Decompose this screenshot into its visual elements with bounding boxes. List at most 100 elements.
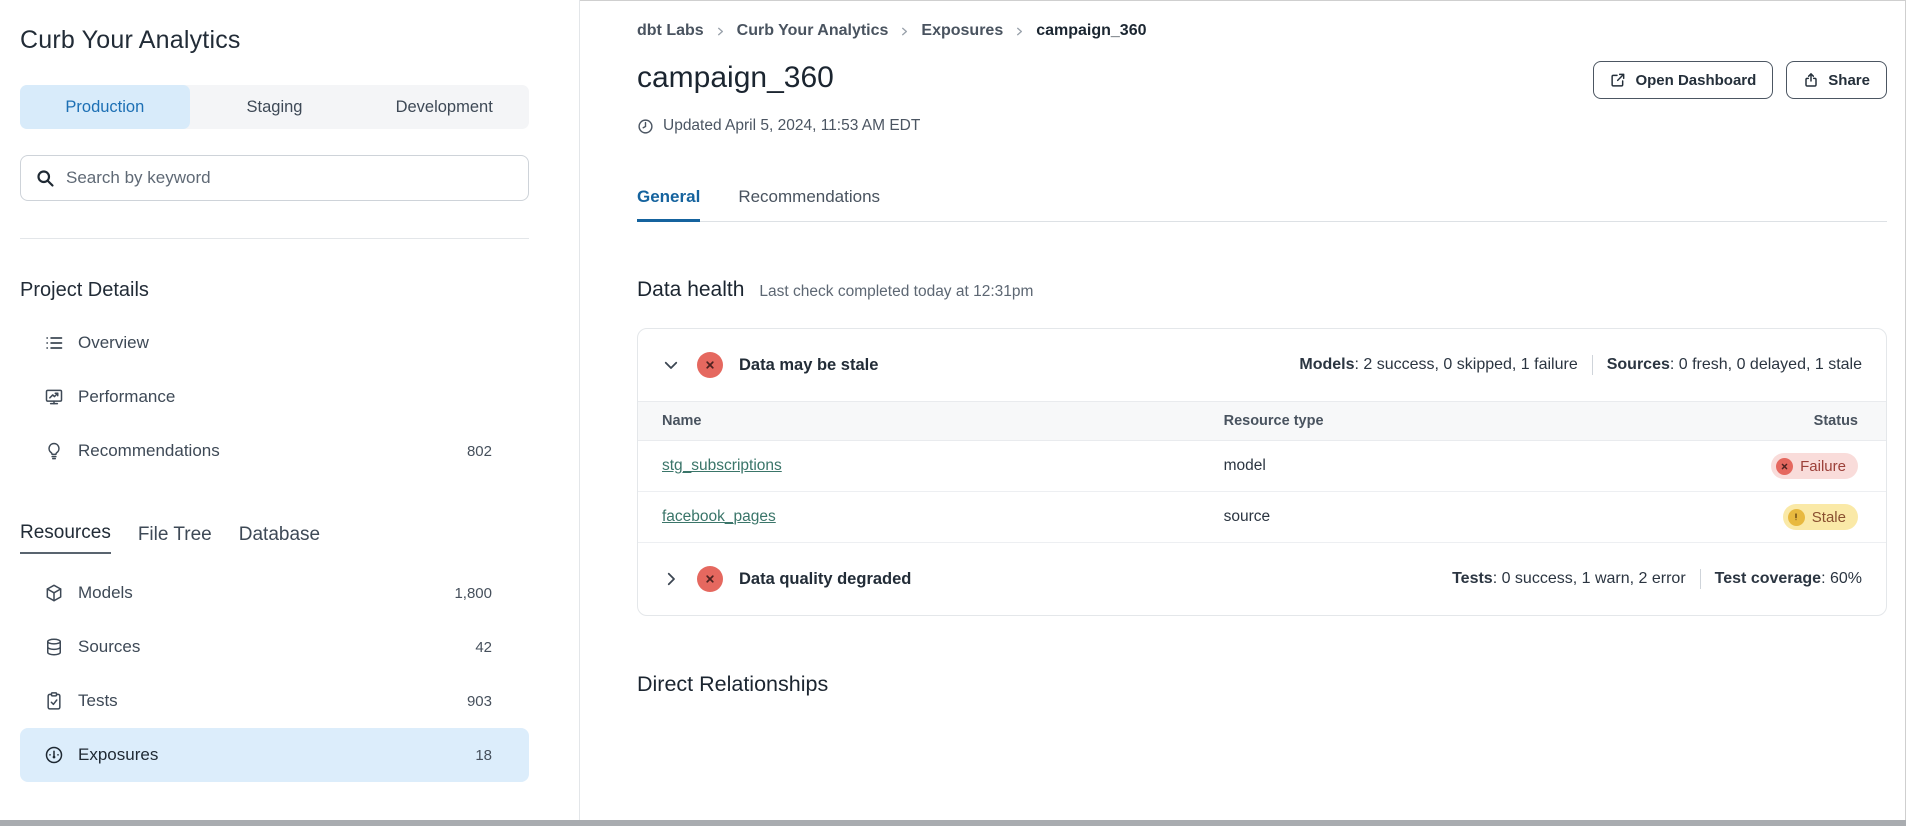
share-icon [1803,72,1819,88]
breadcrumb-exposures[interactable]: Exposures [921,22,1004,39]
sidebar-item-exposures[interactable]: Exposures 18 [20,728,529,782]
clipboard-check-icon [44,691,64,711]
updated-timestamp-row: Updated April 5, 2024, 11:53 AM EDT [637,117,1887,135]
open-dashboard-label: Open Dashboard [1635,71,1757,89]
page-header: campaign_360 Open Dashboard [637,61,1887,99]
tests-summary-label: Tests [1452,570,1493,587]
item-count-badge: 1,800 [454,584,492,602]
data-health-header: Data health Last check completed today a… [637,278,1887,302]
error-circle-icon [697,566,723,592]
coverage-summary-value: : 60% [1821,570,1862,587]
sidebar-item-label: Recommendations [78,441,220,460]
sidebar-item-sources[interactable]: Sources 42 [20,620,529,674]
external-link-icon [1610,72,1626,88]
warning-circle-icon [1787,508,1805,526]
sidebar-item-performance[interactable]: Performance [20,370,529,424]
status-badge-stale: Stale [1782,504,1858,530]
item-count-badge: 802 [466,442,492,460]
resource-type-cell: model [1199,440,1662,492]
sidebar-item-tests[interactable]: Tests 903 [20,674,529,728]
quality-section-header[interactable]: Data quality degraded Tests: 0 success, … [638,543,1886,615]
data-health-card: Data may be stale Models: 2 success, 0 s… [637,328,1887,616]
sidebar-item-label: Models [78,583,133,602]
project-name-title: Curb Your Analytics [20,26,241,54]
updated-timestamp: Updated April 5, 2024, 11:53 AM EDT [663,117,921,134]
resource-type-cell: source [1199,491,1662,543]
resource-link-facebook-pages[interactable]: facebook_pages [662,508,776,525]
chevron-right-icon [899,26,910,37]
search-icon [35,168,55,188]
table-row: facebook_pages source Stale [638,491,1886,543]
coverage-summary-label: Test coverage [1714,570,1822,587]
item-count-badge: 42 [475,638,492,656]
header-actions: Open Dashboard Share [1593,61,1887,99]
table-row: stg_subscriptions model Failure [638,440,1886,492]
table-header-row: Name Resource type Status [638,401,1886,441]
window-bottom-edge [0,820,1906,826]
lightbulb-icon [44,441,64,461]
sidebar-item-overview[interactable]: Overview [20,316,529,370]
performance-chart-icon [44,387,64,407]
database-icon [44,637,64,657]
sidebar-item-label: Exposures [78,745,159,764]
sources-summary-label: Sources [1606,356,1670,373]
breadcrumb: dbt Labs Curb Your Analytics Exposures c… [637,22,1887,40]
open-dashboard-button[interactable]: Open Dashboard [1593,61,1774,99]
breadcrumb-account[interactable]: dbt Labs [637,22,704,39]
summary-divider [1591,355,1593,375]
chevron-right-icon [715,26,726,37]
sidebar-item-label: Tests [78,691,118,710]
resource-link-stg-subscriptions[interactable]: stg_subscriptions [662,457,782,474]
sidebar-item-label: Performance [78,387,176,406]
status-badge-failure: Failure [1771,453,1858,479]
sidebar-item-models[interactable]: Models 1,800 [20,566,529,620]
env-tab-development[interactable]: Development [395,97,493,116]
environment-switcher: Production Staging Development [20,85,529,129]
share-button[interactable]: Share [1786,61,1887,99]
summary-divider [1699,569,1701,589]
env-tab-staging[interactable]: Staging [246,97,303,116]
clock-icon [637,118,654,135]
data-health-title: Data health [637,278,745,301]
item-count-badge: 903 [466,692,492,710]
sources-summary-value: : 0 fresh, 0 delayed, 1 stale [1669,356,1862,373]
error-circle-icon [697,352,723,378]
column-header-resource-type: Resource type [1199,401,1662,441]
tab-resources[interactable]: Resources [20,522,111,554]
tab-file-tree[interactable]: File Tree [137,524,212,545]
detail-tabs: General Recommendations [637,187,1887,222]
models-summary-value: : 2 success, 0 skipped, 1 failure [1354,356,1578,373]
page-title: campaign_360 [637,61,834,94]
main-content: dbt Labs Curb Your Analytics Exposures c… [581,0,1906,826]
sidebar-item-label: Overview [78,333,149,352]
sidebar-item-recommendations[interactable]: Recommendations 802 [20,424,529,478]
breadcrumb-current: campaign_360 [1036,22,1147,39]
stale-summary: Models: 2 success, 0 skipped, 1 failure … [1299,355,1862,375]
stale-section-header[interactable]: Data may be stale Models: 2 success, 0 s… [638,329,1886,401]
sidebar: Curb Your Analytics Production Staging D… [0,0,580,826]
chevron-down-icon[interactable] [662,356,680,374]
gauge-icon [44,745,64,765]
stale-section-title: Data may be stale [739,355,879,374]
tab-recommendations[interactable]: Recommendations [738,187,881,206]
direct-relationships-heading: Direct Relationships [637,672,829,696]
search-input[interactable] [66,168,514,188]
item-count-badge: 18 [475,746,492,764]
resources-nav: Models 1,800 Sources 42 Te [20,566,529,782]
breadcrumb-project[interactable]: Curb Your Analytics [736,22,889,39]
project-details-heading: Project Details [20,279,149,301]
tab-general[interactable]: General [637,187,701,222]
chevron-right-icon [1014,26,1025,37]
column-header-status: Status [1661,401,1886,441]
models-summary-label: Models [1299,356,1355,373]
tab-database[interactable]: Database [238,524,321,545]
sidebar-divider [20,238,529,239]
tests-summary-value: : 0 success, 1 warn, 2 error [1492,570,1686,587]
status-badge-label: Stale [1811,508,1846,526]
env-tab-production[interactable]: Production [20,85,190,129]
search-box[interactable] [20,155,529,201]
last-check-text: Last check completed today at 12:31pm [759,283,1034,300]
chevron-right-icon[interactable] [662,570,680,588]
share-label: Share [1828,71,1870,89]
status-badge-label: Failure [1800,457,1846,475]
